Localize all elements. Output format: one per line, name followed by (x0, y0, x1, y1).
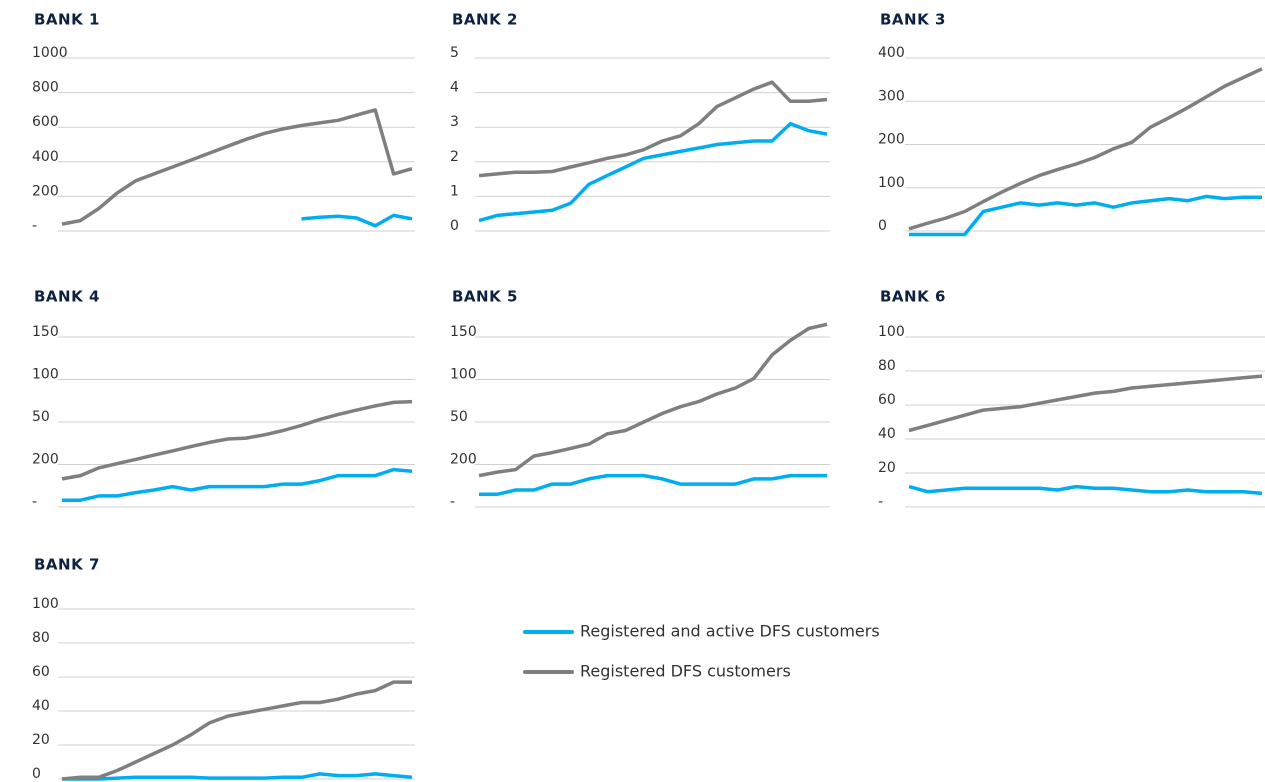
y-tick-label: - (32, 218, 37, 234)
y-tick-label: 300 (878, 88, 905, 104)
chart-title: BANK 7 (34, 556, 100, 574)
series-line (909, 194, 1262, 237)
series-line (61, 108, 413, 226)
y-tick-label: 150 (450, 324, 477, 340)
y-tick-label: 150 (32, 324, 59, 340)
y-tick-label: 60 (32, 664, 50, 680)
y-tick-label: 600 (32, 114, 59, 130)
chart-title: BANK 4 (34, 288, 100, 306)
legend-label: Registered and active DFS customers (580, 622, 880, 641)
y-tick-label: 0 (32, 766, 41, 782)
y-tick-label: 100 (878, 324, 905, 340)
series-line (478, 121, 828, 223)
y-tick-label: 200 (32, 452, 59, 468)
y-tick-label: 1 (450, 183, 459, 199)
y-tick-label: 60 (878, 392, 896, 408)
series-line (908, 67, 1263, 231)
y-tick-label: 20 (32, 732, 50, 748)
y-tick-label: 100 (32, 596, 59, 612)
y-tick-label: 400 (32, 149, 59, 165)
chart-title: BANK 2 (452, 11, 518, 29)
y-tick-label: - (878, 494, 883, 510)
y-tick-label: 2 (450, 149, 459, 165)
y-tick-label: 100 (878, 175, 905, 191)
y-tick-label: 80 (32, 630, 50, 646)
series-line (61, 399, 413, 481)
y-tick-label: 0 (450, 218, 459, 234)
series-line (908, 484, 1263, 496)
series-line (479, 473, 827, 497)
series-line (62, 467, 413, 502)
y-tick-label: 20 (878, 460, 896, 476)
series-line (62, 772, 413, 781)
y-tick-label: 50 (450, 409, 468, 425)
y-tick-label: 200 (878, 132, 905, 148)
chart-title: BANK 6 (880, 288, 946, 306)
y-tick-label: 1000 (32, 45, 68, 61)
legend-label: Registered DFS customers (580, 662, 791, 681)
y-tick-label: - (32, 494, 37, 510)
y-tick-label: 100 (32, 367, 59, 383)
y-tick-label: 800 (32, 80, 59, 96)
series-line (301, 213, 413, 228)
y-tick-label: 100 (450, 367, 477, 383)
y-tick-label: 40 (32, 698, 50, 714)
chart-title: BANK 3 (880, 11, 946, 29)
series-line (478, 322, 828, 478)
series-line (908, 374, 1263, 433)
chart-title: BANK 5 (452, 288, 518, 306)
y-tick-label: 200 (450, 452, 477, 468)
series-line (61, 680, 412, 781)
y-tick-label: 80 (878, 358, 896, 374)
y-tick-label: - (450, 494, 455, 510)
y-tick-label: 5 (450, 45, 459, 61)
y-tick-label: 3 (450, 114, 459, 130)
chart-title: BANK 1 (34, 11, 100, 29)
y-tick-label: 200 (32, 183, 59, 199)
series-line (478, 80, 828, 178)
y-tick-label: 0 (878, 218, 887, 234)
y-tick-label: 40 (878, 426, 896, 442)
y-tick-label: 50 (32, 409, 50, 425)
y-tick-label: 400 (878, 45, 905, 61)
y-tick-label: 4 (450, 80, 459, 96)
